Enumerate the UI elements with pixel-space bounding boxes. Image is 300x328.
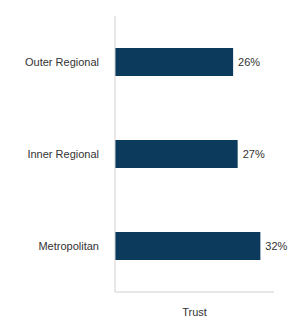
svg-text:Metropolitan: Metropolitan: [38, 240, 99, 252]
svg-text:Outer Regional: Outer Regional: [25, 56, 99, 68]
svg-text:Inner Regional: Inner Regional: [27, 148, 99, 160]
svg-text:27%: 27%: [243, 148, 265, 160]
svg-text:32%: 32%: [265, 240, 287, 252]
svg-text:Trust: Trust: [182, 306, 207, 318]
svg-text:26%: 26%: [238, 56, 260, 68]
